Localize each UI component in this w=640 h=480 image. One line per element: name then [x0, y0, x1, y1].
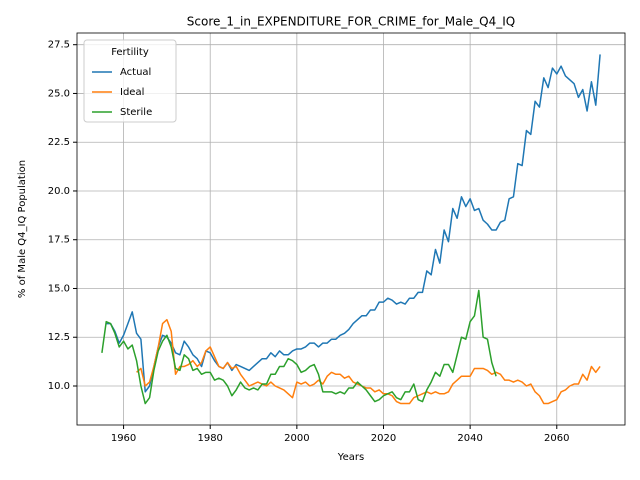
legend-title: Fertility	[111, 47, 149, 58]
y-tick-label: 20.0	[48, 186, 70, 197]
x-tick-label: 2060	[544, 433, 569, 444]
series-line	[106, 54, 601, 393]
legend: Fertility Actual Ideal Sterile	[83, 39, 177, 123]
x-tick-label: 1960	[111, 433, 136, 444]
series-line	[136, 318, 601, 405]
x-tick-label: 2040	[457, 433, 482, 444]
y-tick-label: 12.5	[48, 332, 70, 343]
y-tick-label: 17.5	[48, 235, 70, 246]
series-line	[101, 289, 497, 405]
legend-label: Actual	[120, 67, 151, 78]
y-tick-label: 25.0	[48, 88, 70, 99]
legend-label: Ideal	[120, 87, 144, 98]
x-axis-label: Years	[337, 452, 364, 463]
legend-box	[83, 39, 177, 123]
y-tick-label: 27.5	[48, 40, 70, 51]
legend-label: Sterile	[120, 107, 152, 118]
plot-frame	[76, 32, 626, 426]
x-tick-label: 1980	[197, 433, 222, 444]
y-axis-label: % of Male Q4_IQ Population	[17, 160, 28, 298]
x-tick-label: 2020	[371, 433, 396, 444]
y-tick-label: 15.0	[48, 283, 70, 294]
y-tick-label: 10.0	[48, 381, 70, 392]
y-tick-label: 22.5	[48, 137, 70, 148]
chart-title: Score_1_in_EXPENDITURE_FOR_CRIME_for_Mal…	[187, 15, 515, 29]
x-tick-label: 2000	[284, 433, 309, 444]
